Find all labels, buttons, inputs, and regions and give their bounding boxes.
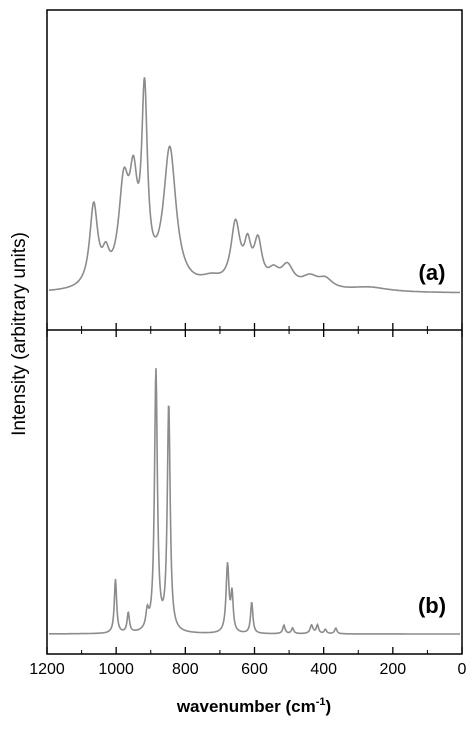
spectrum-curves [49, 77, 460, 635]
panel-label-a: (a) [419, 260, 446, 285]
y-axis-label: Intensity (arbitrary units) [9, 232, 30, 436]
x-axis-ticks: 1200 1000 800 600 400 200 0 [29, 323, 467, 678]
panel-labels: (a) (b) [418, 260, 446, 618]
x-tick-label: 1000 [98, 661, 134, 678]
panel-label-b: (b) [418, 593, 446, 618]
spectrum-line-b [49, 368, 460, 635]
x-axis-label-superscript: -1 [316, 696, 326, 708]
x-tick-label: 600 [241, 661, 268, 678]
x-tick-label: 0 [458, 661, 467, 678]
x-tick-label: 400 [310, 661, 337, 678]
x-tick-label: 200 [379, 661, 406, 678]
x-tick-label: 800 [172, 661, 199, 678]
x-axis-label: wavenumber (cm-1) [176, 696, 331, 716]
spectrum-line-a [49, 77, 460, 294]
x-tick-label: 1200 [29, 661, 65, 678]
